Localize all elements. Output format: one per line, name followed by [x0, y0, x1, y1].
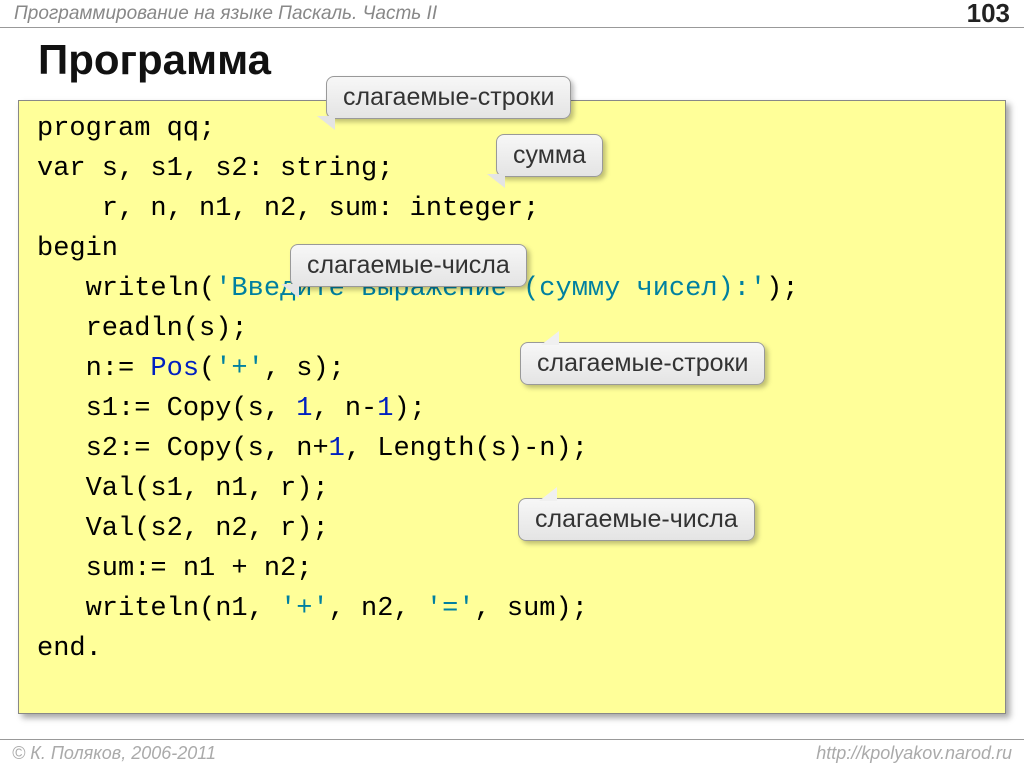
- code-box: program qq; var s, s1, s2: string; r, n,…: [18, 100, 1006, 714]
- callout-addends-numbers-1: слагаемые-числа: [290, 244, 527, 287]
- callout-label: слагаемые-строки: [537, 349, 748, 377]
- callout-tail-icon: [317, 116, 335, 130]
- slide: Программирование на языке Паскаль. Часть…: [0, 0, 1024, 767]
- footer-url: http://kpolyakov.narod.ru: [816, 743, 1012, 764]
- callout-tail-icon: [487, 174, 505, 188]
- callout-tail-icon: [281, 284, 299, 298]
- slide-subtitle: Программирование на языке Паскаль. Часть…: [14, 3, 437, 25]
- callout-label: слагаемые-числа: [535, 505, 738, 533]
- slide-heading: Программа: [38, 36, 271, 84]
- callout-sum: сумма: [496, 134, 603, 177]
- callout-label: сумма: [513, 141, 586, 169]
- callout-tail-icon: [541, 331, 559, 345]
- footer: © К. Поляков, 2006-2011 http://kpolyakov…: [0, 739, 1024, 767]
- callout-addends-strings-1: слагаемые-строки: [326, 76, 571, 119]
- page-number: 103: [967, 0, 1010, 29]
- callout-label: слагаемые-строки: [343, 83, 554, 111]
- callout-addends-strings-2: слагаемые-строки: [520, 342, 765, 385]
- callout-addends-numbers-2: слагаемые-числа: [518, 498, 755, 541]
- copyright: © К. Поляков, 2006-2011: [12, 743, 216, 764]
- callout-tail-icon: [539, 487, 557, 501]
- topbar: Программирование на языке Паскаль. Часть…: [0, 0, 1024, 28]
- code-content: program qq; var s, s1, s2: string; r, n,…: [37, 109, 987, 669]
- callout-label: слагаемые-числа: [307, 251, 510, 279]
